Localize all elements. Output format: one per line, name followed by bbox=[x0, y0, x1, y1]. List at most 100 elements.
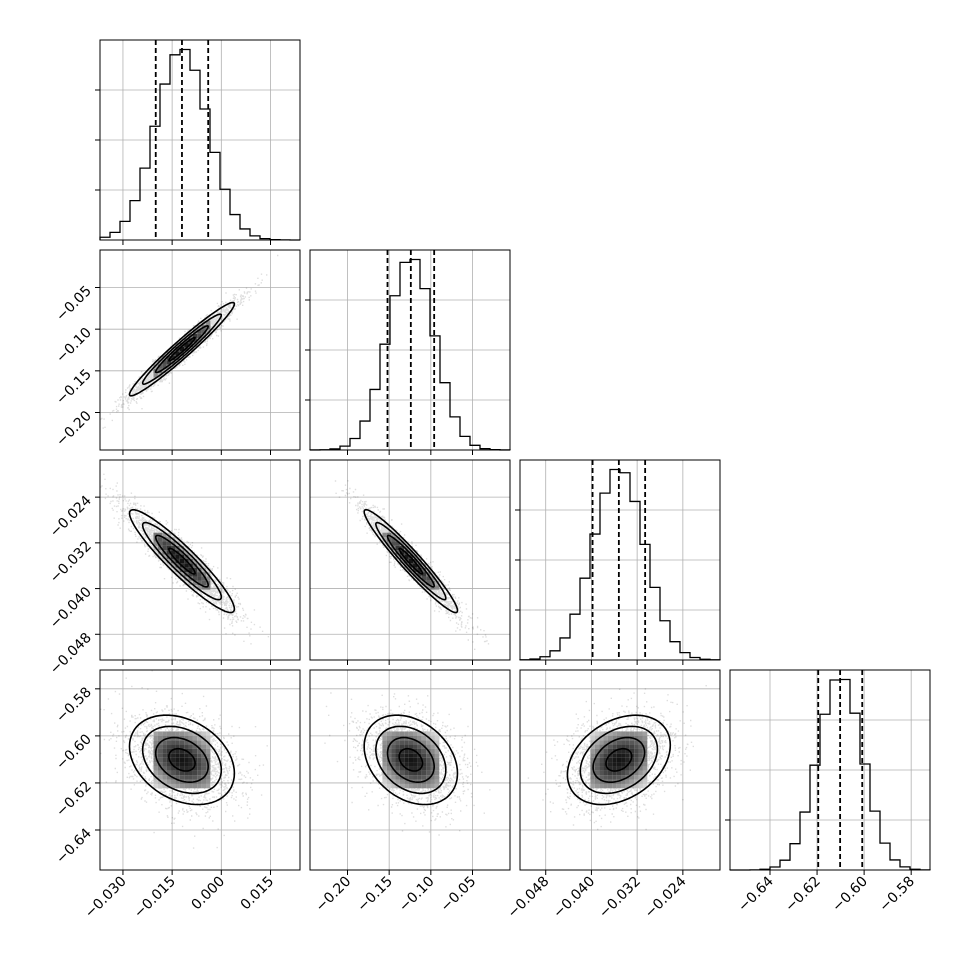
density-cell bbox=[417, 770, 422, 776]
density-cell bbox=[192, 554, 198, 559]
density-cell bbox=[153, 532, 158, 538]
density-cell bbox=[599, 748, 604, 754]
panel-content bbox=[310, 460, 510, 660]
density-cell bbox=[638, 735, 643, 741]
density-cell bbox=[206, 731, 211, 736]
density-cell bbox=[166, 541, 172, 546]
density-cell bbox=[408, 753, 414, 758]
density-cell bbox=[166, 779, 172, 784]
density-cell bbox=[395, 744, 400, 749]
density-cell bbox=[426, 740, 431, 745]
density-cell bbox=[153, 550, 158, 555]
density-cell bbox=[192, 775, 198, 780]
density-cell bbox=[157, 766, 163, 771]
density-cell bbox=[399, 779, 405, 784]
y-tick-label: −0.048 bbox=[47, 630, 95, 678]
density-cell bbox=[399, 731, 405, 736]
density-cell bbox=[175, 770, 180, 776]
panel-frame bbox=[309, 669, 511, 871]
density-cell bbox=[382, 735, 387, 741]
density-cell bbox=[162, 545, 167, 551]
density-cell bbox=[166, 558, 172, 564]
y-tick-label: −0.64 bbox=[53, 825, 95, 867]
density-cell bbox=[590, 744, 595, 749]
contour-line bbox=[141, 313, 223, 386]
density-cell bbox=[603, 766, 608, 771]
contour-line bbox=[154, 736, 210, 783]
density-cell bbox=[421, 735, 427, 741]
density-cell bbox=[590, 757, 595, 763]
density-cell bbox=[638, 779, 643, 784]
density-cell bbox=[590, 740, 595, 745]
density-cell bbox=[166, 550, 172, 555]
density-cell bbox=[625, 753, 630, 758]
density-cell bbox=[201, 333, 207, 339]
density-cell bbox=[594, 744, 600, 749]
density-cell bbox=[201, 563, 207, 568]
density-cell bbox=[386, 766, 392, 771]
density-cell bbox=[603, 783, 608, 789]
density-cell bbox=[434, 576, 440, 581]
density-cell bbox=[404, 558, 409, 564]
density-cell bbox=[188, 731, 193, 736]
density-cell bbox=[590, 748, 595, 754]
density-cell bbox=[404, 762, 409, 767]
density-cell bbox=[153, 766, 158, 771]
density-cell bbox=[382, 532, 387, 538]
density-cell bbox=[417, 762, 422, 767]
density-cell bbox=[166, 775, 172, 780]
density-cell bbox=[404, 748, 409, 754]
density-cell bbox=[197, 585, 202, 590]
density-cell bbox=[590, 770, 595, 776]
density-cell bbox=[625, 731, 630, 736]
density-cell bbox=[594, 735, 600, 741]
density-cell bbox=[188, 775, 193, 780]
density-cell bbox=[399, 744, 405, 749]
density-cell bbox=[197, 766, 202, 771]
density-cell bbox=[395, 731, 400, 736]
density-cell bbox=[404, 775, 409, 780]
panel-content bbox=[100, 460, 300, 660]
density-cell bbox=[621, 748, 626, 754]
density-cell bbox=[184, 770, 189, 776]
density-cell bbox=[179, 576, 185, 581]
density-cell bbox=[162, 783, 167, 789]
density-cell bbox=[408, 744, 414, 749]
density-cell bbox=[184, 783, 189, 789]
density-cell bbox=[434, 735, 440, 741]
density-cell bbox=[607, 744, 613, 749]
density-cell bbox=[421, 580, 427, 586]
density-cell bbox=[386, 753, 392, 758]
contour-line bbox=[168, 747, 196, 772]
density-cell bbox=[642, 766, 648, 771]
density-cell bbox=[175, 779, 180, 784]
density-cell bbox=[179, 775, 185, 780]
density-cell bbox=[417, 563, 422, 568]
density-cell bbox=[612, 783, 617, 789]
density-cell bbox=[426, 576, 431, 581]
density-cell bbox=[382, 753, 387, 758]
contour-line bbox=[579, 725, 659, 795]
density-cell bbox=[175, 572, 180, 577]
density-cell bbox=[188, 757, 193, 763]
density-cell bbox=[153, 541, 158, 546]
density-cell bbox=[188, 753, 193, 758]
density-cell bbox=[162, 775, 167, 780]
density-cell bbox=[206, 735, 211, 741]
contour-line bbox=[363, 714, 459, 806]
density-cell bbox=[426, 731, 431, 736]
density-cell bbox=[179, 757, 185, 763]
density-cell bbox=[603, 757, 608, 763]
density-cell bbox=[607, 783, 613, 789]
density-cell bbox=[162, 532, 167, 538]
density-cell bbox=[430, 572, 435, 577]
density-cell bbox=[430, 740, 435, 745]
density-cell bbox=[184, 550, 189, 555]
density-cell bbox=[594, 766, 600, 771]
x-axis-3-2: −0.048−0.040−0.032−0.024 bbox=[505, 870, 690, 921]
y-axis-1: −0.20−0.15−0.10−0.05 bbox=[53, 283, 100, 450]
density-cell bbox=[621, 740, 626, 745]
density-cell bbox=[434, 731, 440, 736]
contour-line bbox=[374, 725, 447, 795]
contour-line bbox=[128, 508, 236, 614]
